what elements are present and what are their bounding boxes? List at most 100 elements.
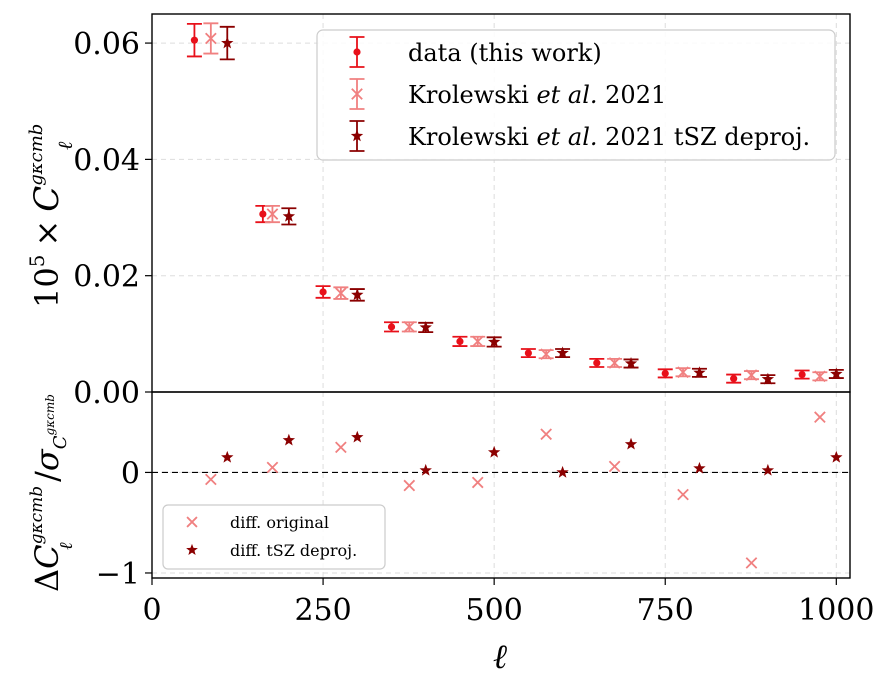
legend-bottom-marker-1	[186, 543, 198, 555]
top-series-1-point-5	[540, 348, 553, 361]
bottom-legend: diff. original diff. tSZ deproj.	[162, 504, 386, 570]
bottom-series-0-point-0	[205, 473, 217, 486]
svg-text:ΔCgκcmb/σCgκcmb: ΔCgκcmb/σCgκcmb	[27, 394, 71, 592]
bottom-series-0-point-2	[335, 441, 347, 454]
bottom-ylabel-sigma-sup: gκcmb	[43, 394, 57, 435]
svg-text:105×Cgκcmb: 105 × Cgκcmb	[25, 124, 67, 308]
legend-top-marker-2	[350, 129, 364, 142]
top-ytick-label-3: 0.06	[73, 27, 140, 62]
top-ytick-label-0: 0.00	[73, 376, 140, 411]
top-series-1-point-9	[814, 370, 826, 383]
top-series-2-point-3	[419, 320, 432, 333]
top-series-0-point-3	[387, 323, 396, 331]
top-series-0-point-0	[190, 36, 199, 44]
bottom-ylabel-sup: gκcmb	[27, 486, 47, 545]
top-series-0-point-9	[798, 370, 806, 379]
marks-bottom	[205, 411, 843, 569]
legend-bottom-entry-0: diff. original	[230, 513, 329, 532]
bottom-ylabel: ΔCgκcmb/σCgκcmb ℓ	[27, 394, 77, 592]
x-axis-label: ℓ	[493, 637, 507, 677]
bottom-series-0-point-8	[745, 557, 758, 569]
top-series-0-point-4	[456, 337, 464, 346]
legend-top-entry-2: Krolewski et al. 2021 tSZ deproj.	[408, 123, 810, 151]
top-series-0-point-1	[259, 210, 267, 218]
top-series-1-point-2	[335, 287, 347, 299]
top-series-1-point-7	[677, 366, 689, 379]
bottom-series-1-point-7	[693, 461, 706, 474]
bottom-ylabel-main: C	[28, 544, 66, 568]
bottom-ylabel-slash: /	[28, 471, 66, 482]
top-series-2-point-6	[624, 357, 638, 369]
top-ylabel: 105 × Cgκcmb ℓ	[25, 124, 77, 308]
top-ylabel-times: ×	[28, 220, 66, 247]
top-series-2-point-8	[761, 372, 775, 385]
legend-top-marker-0	[353, 48, 361, 56]
top-series-2-point-7	[693, 366, 706, 379]
legend-top-entry-1: Krolewski et al. 2021	[408, 81, 666, 109]
top-series-1-point-0	[205, 32, 217, 45]
legend-top-markers	[349, 36, 365, 152]
bottom-series-1-point-9	[830, 450, 843, 463]
bottom-ylabel-sigma-sub: C	[50, 435, 71, 449]
tick-labels: 0.000.020.040.06−100 250 500 750 1000	[73, 27, 874, 628]
bottom-ylabel-delta: Δ	[28, 569, 66, 592]
bottom-series-1-point-8	[761, 463, 775, 476]
top-series-2-point-9	[830, 367, 843, 380]
bottom-ylabel-sigma: σ	[28, 448, 66, 471]
xtick-label-3: 750	[637, 593, 694, 628]
marks-top	[186, 22, 844, 385]
xtick-label-0: 0	[142, 593, 161, 628]
ticks	[145, 42, 837, 585]
top-series-0-point-7	[661, 369, 669, 377]
top-legend: data (this work) Krolewski et al. 2021 K…	[316, 29, 836, 161]
top-series-1-point-4	[471, 335, 484, 348]
top-ylabel-exp: 5	[25, 255, 49, 268]
xtick-label-2: 500	[466, 593, 523, 628]
top-ytick-label-2: 0.04	[73, 143, 140, 178]
bottom-series-1-point-5	[556, 465, 569, 478]
legend-top-entry-0: data (this work)	[408, 39, 602, 67]
bottom-series-0-point-9	[814, 411, 826, 423]
panel-frames	[151, 13, 851, 579]
legend-bottom-markers	[186, 516, 198, 555]
top-ytick-label-1: 0.02	[73, 260, 140, 295]
top-series-0-point-5	[524, 349, 532, 357]
bottom-series-0-point-4	[471, 476, 484, 489]
bottom-series-1-point-3	[419, 463, 432, 476]
bottom-panel-frame	[151, 391, 851, 579]
legend-bottom-marker-0	[186, 516, 198, 528]
top-series-2-point-1	[282, 209, 296, 222]
top-series-1-point-3	[403, 321, 416, 333]
top-series-0-point-6	[593, 359, 601, 367]
bottom-series-0-point-1	[266, 461, 279, 474]
bottom-ytick-label-0: −1	[96, 557, 140, 592]
bottom-ylabel-sub: ℓ	[56, 542, 77, 550]
bottom-series-1-point-1	[282, 433, 296, 446]
xtick-label-4: 1000	[798, 593, 874, 628]
bottom-series-0-point-7	[677, 488, 689, 501]
bottom-ytick-label-1: 0	[121, 456, 140, 491]
top-series-0-point-8	[730, 375, 738, 383]
bottom-series-0-point-3	[403, 479, 416, 492]
top-series-2-point-0	[221, 36, 234, 49]
top-series-1-point-8	[745, 369, 758, 381]
top-series-2-point-2	[351, 288, 364, 301]
top-series-2-point-5	[556, 346, 569, 359]
bottom-series-1-point-6	[624, 437, 638, 450]
legend-bottom-entry-1: diff. tSZ deproj.	[230, 541, 357, 560]
bottom-series-1-point-2	[351, 430, 364, 443]
top-ylabel-sub: ℓ	[53, 141, 77, 150]
top-series-2-point-4	[487, 335, 501, 348]
top-series-1-point-1	[266, 208, 279, 220]
xtick-label-1: 250	[294, 593, 351, 628]
top-ylabel-sup: gκcmb	[26, 124, 47, 186]
top-ylabel-main: C	[27, 186, 67, 212]
top-series-1-point-6	[608, 357, 621, 369]
top-series-0-point-2	[319, 288, 327, 296]
bottom-series-0-point-6	[608, 460, 621, 473]
bottom-series-1-point-4	[487, 445, 501, 458]
top-ylabel-prefix: 10	[28, 267, 66, 308]
bottom-series-0-point-5	[540, 428, 553, 441]
legend-top-marker-1	[351, 88, 363, 100]
